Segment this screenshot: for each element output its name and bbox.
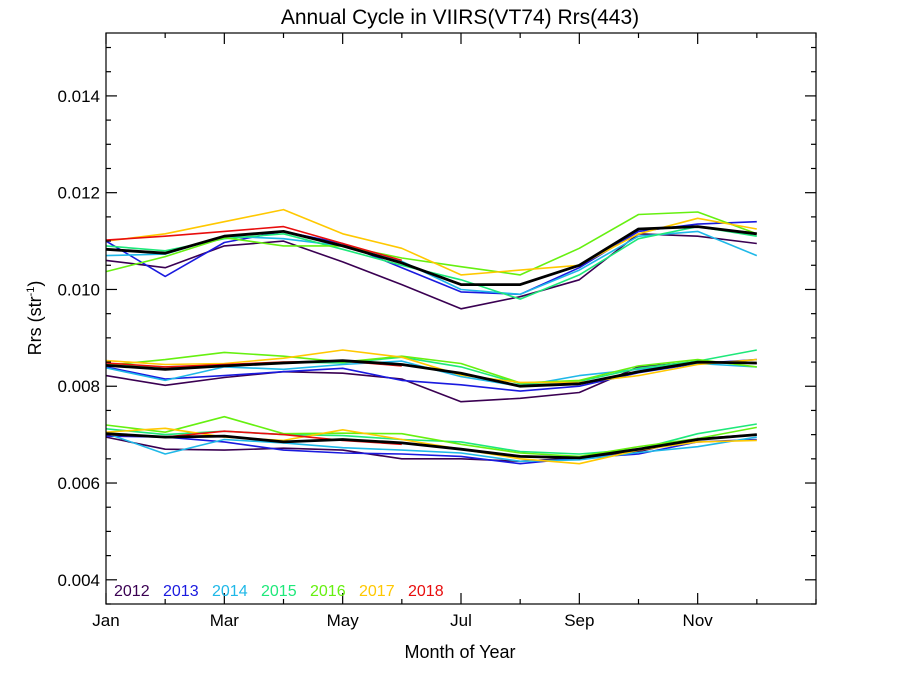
x-tick-label: Jan (92, 611, 119, 630)
series-2012-group-2-line (105, 361, 757, 403)
y-tick-label: 0.008 (57, 377, 100, 396)
legend-entry-2013: 2013 (163, 583, 199, 600)
x-axis: Jan Mar May Jul Sep Nov (92, 33, 817, 630)
series-mean-group-2-line (105, 359, 757, 388)
x-axis-title: Month of Year (404, 642, 515, 662)
x-tick-label: Nov (683, 611, 714, 630)
y-axis-title-sup: -1 (25, 287, 37, 297)
legend-entry-2012: 2012 (114, 583, 150, 600)
plot-frame (105, 32, 817, 605)
series-2016-group-3-line (105, 415, 757, 458)
x-tick-label: Mar (210, 611, 240, 630)
series-2016-group-2-line (105, 351, 757, 384)
y-axis-title-main: Rrs (str (25, 296, 45, 355)
y-tick-label: 0.010 (57, 280, 100, 299)
series-mean-group-1-line (105, 225, 757, 287)
x-tick-label: Sep (564, 611, 594, 630)
legend: 2012 2013 2014 2015 2016 2017 2018 (114, 583, 444, 600)
chart-title: Annual Cycle in VIIRS(VT74) Rrs(443) (281, 6, 639, 29)
y-tick-label: 0.006 (57, 474, 100, 493)
series-2018-group-1-line (105, 225, 403, 262)
y-tick-label: 0.004 (57, 571, 100, 590)
series-mean-group-3-line (105, 432, 757, 460)
legend-entry-2016: 2016 (310, 583, 346, 600)
y-tick-label: 0.014 (57, 87, 100, 106)
y-axis-title-close: ) (25, 281, 45, 287)
y-axis: 0.004 0.006 0.008 0.010 0.012 0.014 (57, 46, 816, 605)
y-axis-title: Rrs (str-1) (25, 281, 45, 356)
legend-entry-2018: 2018 (408, 583, 444, 600)
x-tick-label: May (327, 611, 360, 630)
plot-lines (105, 208, 758, 465)
series-2013-group-1-line (105, 220, 757, 296)
series-2012-group-1-line (105, 233, 757, 310)
x-tick-label: Jul (450, 611, 472, 630)
series-2014-group-3-line (105, 432, 757, 463)
series-2017-group-1-line (105, 208, 757, 276)
legend-entry-2015: 2015 (261, 583, 297, 600)
series-2017-group-2-line (105, 349, 757, 384)
legend-entry-2014: 2014 (212, 583, 248, 600)
legend-entry-2017: 2017 (359, 583, 395, 600)
y-tick-label: 0.012 (57, 184, 100, 203)
